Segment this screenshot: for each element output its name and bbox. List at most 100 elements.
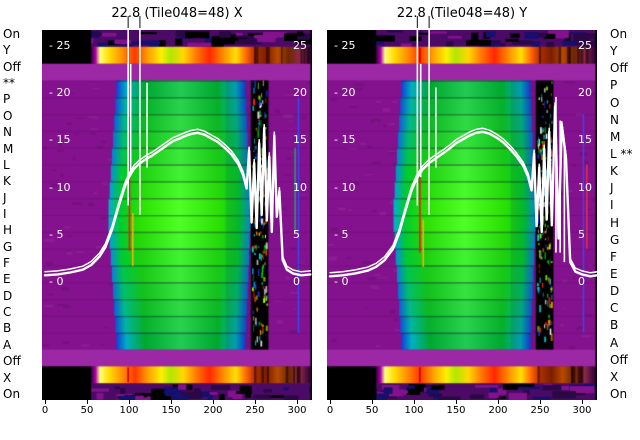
- y-tick-label-edge: 20: [578, 86, 592, 100]
- x-tick-label: 300: [572, 405, 592, 416]
- row-label: Y: [610, 44, 618, 59]
- x-tick-label: 50: [80, 405, 94, 416]
- row-label: N: [3, 125, 12, 140]
- y-tick-label-edge: 10: [293, 180, 307, 194]
- x-tick-label: 200: [488, 405, 508, 416]
- row-label: **: [3, 76, 15, 91]
- row-label: J: [610, 181, 614, 196]
- y-tick-label-edge: 25: [578, 39, 592, 52]
- row-label: K: [3, 174, 11, 189]
- y-tick-label-inner: - 10: [49, 180, 71, 194]
- row-label: E: [610, 266, 618, 281]
- row-label: G: [3, 239, 13, 254]
- x-tick-mark: [581, 400, 583, 404]
- row-label: N: [610, 112, 619, 127]
- row-label: Off: [3, 59, 21, 74]
- row-label: On: [610, 386, 628, 401]
- row-label: I: [610, 198, 614, 213]
- x-tick-mark: [539, 400, 541, 404]
- heatmap-panel-y: - 25 25 - 20 20 - 15 15 - 10 10 - 5 5 - 0 0: [327, 16, 597, 400]
- row-label: On: [3, 386, 21, 401]
- y-tick-label-edge: 15: [578, 133, 592, 147]
- x-tick-mark: [212, 400, 214, 404]
- x-tick-label: 50: [365, 405, 379, 416]
- row-label: J: [3, 190, 7, 205]
- x-tick-mark: [296, 400, 298, 404]
- y-tick-label-inner: - 5: [49, 227, 64, 241]
- row-label: B: [3, 321, 12, 336]
- row-label: K: [610, 164, 618, 179]
- row-label: L: [3, 157, 10, 172]
- x-tick-label: 250: [245, 405, 265, 416]
- y-tick-label-edge: 25: [293, 39, 307, 52]
- row-label: D: [3, 288, 13, 303]
- x-tick-label: 0: [326, 405, 334, 416]
- x-tick-mark: [413, 400, 415, 404]
- row-label: M: [610, 129, 621, 144]
- left-axis-row-labels: On Y Off ** P O N M L K J I H G F E D C B A Off X On: [3, 28, 39, 400]
- row-label: X: [610, 369, 619, 384]
- row-label: Off: [610, 61, 628, 76]
- x-tick-label: 100: [404, 405, 424, 416]
- x-tick-label: 250: [530, 405, 550, 416]
- y-tick-label-inner: - 15: [334, 133, 356, 147]
- row-label: X: [3, 370, 12, 385]
- x-tick-mark: [170, 400, 172, 404]
- y-tick-label-inner: - 5: [334, 227, 349, 241]
- y-tick-label-edge: 0: [293, 275, 300, 288]
- x-tick-mark: [455, 400, 457, 404]
- row-label: D: [610, 284, 620, 299]
- row-label: F: [3, 256, 10, 271]
- y-tick-label-edge: 20: [293, 86, 307, 100]
- row-label: P: [3, 92, 11, 107]
- y-tick-label-edge: 5: [578, 227, 585, 241]
- row-label: O: [610, 95, 620, 110]
- y-tick-label-edge: 5: [293, 227, 300, 241]
- y-tick-label-inner: - 0: [49, 275, 64, 288]
- y-tick-label-edge: 0: [578, 275, 585, 288]
- y-tick-label-edge: 10: [578, 180, 592, 194]
- y-tick-label-inner: - 20: [49, 86, 71, 100]
- row-label: B: [610, 318, 619, 333]
- x-tick-label: 100: [119, 405, 139, 416]
- x-tick-mark: [128, 400, 130, 404]
- row-label: A: [3, 337, 12, 352]
- row-label: I: [3, 206, 7, 221]
- row-label: Off: [3, 354, 21, 369]
- row-label: C: [3, 305, 12, 320]
- x-tick-mark: [371, 400, 373, 404]
- x-tick-label: 150: [161, 405, 181, 416]
- row-label: On: [610, 27, 628, 41]
- y-tick-label-inner: - 10: [334, 180, 356, 194]
- panel-x-title: 22.8 (Tile048=48) X: [111, 6, 243, 21]
- row-label: C: [610, 301, 619, 316]
- heatmap-canvas-y: [327, 30, 597, 400]
- y-tick-label-inner: - 25: [49, 39, 71, 52]
- row-label: G: [610, 232, 620, 247]
- row-label: A: [610, 335, 619, 350]
- right-axis-row-labels: On Y Off P O N M L ** K J I H G F E D C B A Off X On: [610, 28, 638, 400]
- x-tick-label: 150: [446, 405, 466, 416]
- row-label: E: [3, 272, 11, 287]
- row-label: F: [610, 249, 617, 264]
- panel-y-title: 22.8 (Tile048=48) Y: [396, 6, 528, 21]
- heatmap-panel-x: - 25 25 - 20 20 - 15 15 - 10 10 - 5 5 - 0 0: [42, 16, 312, 400]
- x-tick-mark: [497, 400, 499, 404]
- row-label: On: [3, 27, 21, 41]
- y-tick-label-inner: - 15: [49, 133, 71, 147]
- y-tick-label-edge: 15: [293, 133, 307, 147]
- y-tick-label-inner: - 0: [334, 275, 349, 288]
- row-label: H: [3, 223, 13, 238]
- x-tick-label: 0: [41, 405, 49, 416]
- row-label: P: [610, 78, 618, 93]
- heatmap-canvas-x: [42, 30, 312, 400]
- x-tick-label: 300: [287, 405, 307, 416]
- row-label: Y: [3, 43, 11, 58]
- row-label: H: [610, 215, 620, 230]
- x-tick-mark: [254, 400, 256, 404]
- y-tick-label-inner: - 20: [334, 86, 356, 100]
- x-tick-mark: [86, 400, 88, 404]
- x-tick-mark: [329, 400, 331, 404]
- row-label: O: [3, 108, 13, 123]
